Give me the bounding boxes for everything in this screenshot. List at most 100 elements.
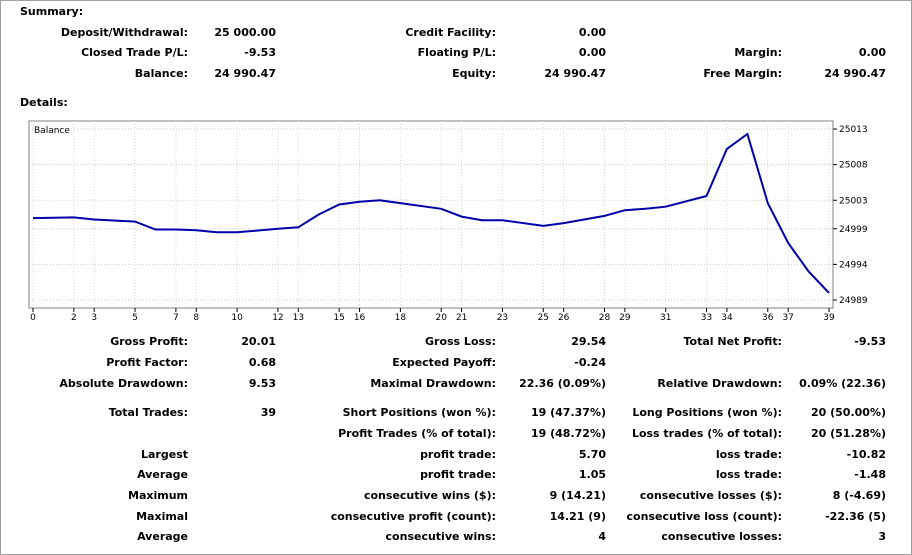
long-positions-label: Long Positions (won %): bbox=[632, 406, 782, 419]
floating-value: 0.00 bbox=[578, 46, 606, 59]
x-tick-label: 21 bbox=[456, 313, 467, 323]
largest-loss-label: loss trade: bbox=[715, 448, 782, 461]
x-tick-label: 15 bbox=[333, 313, 344, 323]
x-tick-label: 31 bbox=[660, 313, 671, 323]
average-consecutive-label: Average bbox=[137, 530, 188, 543]
balance-series-line bbox=[32, 132, 830, 294]
maximal-loss-value: -22.36 (5) bbox=[825, 510, 886, 523]
maximal-loss-label: consecutive loss (count): bbox=[626, 510, 782, 523]
margin-label: Margin: bbox=[734, 46, 782, 59]
max-cons-wins-label: consecutive wins ($): bbox=[363, 489, 496, 502]
chart-plot-area bbox=[28, 120, 834, 309]
margin-value: 0.00 bbox=[858, 46, 886, 59]
max-cons-wins-value: 9 (14.21) bbox=[549, 489, 606, 502]
summary-heading: Summary: bbox=[20, 5, 84, 18]
x-tick-label: 16 bbox=[354, 313, 366, 323]
average-label: Average bbox=[137, 468, 188, 481]
x-tick-label: 0 bbox=[30, 313, 36, 323]
y-tick-label: 25008 bbox=[839, 161, 868, 171]
x-tick-label: 34 bbox=[721, 313, 733, 323]
max-cons-losses-label: consecutive losses ($): bbox=[639, 489, 782, 502]
chart-title: Balance bbox=[34, 126, 70, 136]
average-loss-label: loss trade: bbox=[715, 468, 782, 481]
closed-pl-label: Closed Trade P/L: bbox=[81, 46, 188, 59]
loss-trades-label: Loss trades (% of total): bbox=[631, 427, 782, 440]
expected-payoff-label: Expected Payoff: bbox=[392, 356, 496, 369]
credit-value: 0.00 bbox=[578, 26, 606, 39]
loss-trades-value: 20 (51.28%) bbox=[810, 427, 886, 440]
max-cons-losses-value: 8 (-4.69) bbox=[832, 489, 886, 502]
gross-profit-value: 20.01 bbox=[241, 335, 276, 348]
maximum-label: Maximum bbox=[128, 489, 188, 502]
x-tick-label: 2 bbox=[71, 313, 77, 323]
total-trades-label: Total Trades: bbox=[108, 406, 188, 419]
details-heading: Details: bbox=[20, 96, 68, 109]
equity-label: Equity: bbox=[452, 67, 496, 80]
long-positions-value: 20 (50.00%) bbox=[810, 406, 886, 419]
x-tick-label: 12 bbox=[272, 313, 283, 323]
avg-cons-wins-value: 4 bbox=[598, 530, 606, 543]
gross-loss-label: Gross Loss: bbox=[425, 335, 496, 348]
max-drawdown-label: Maximal Drawdown: bbox=[370, 377, 496, 390]
x-tick-label: 7 bbox=[173, 313, 179, 323]
x-tick-label: 23 bbox=[497, 313, 508, 323]
y-tick-label: 24999 bbox=[839, 225, 868, 235]
average-profit-label: profit trade: bbox=[420, 468, 496, 481]
closed-pl-value: -9.53 bbox=[244, 46, 276, 59]
x-tick-label: 5 bbox=[132, 313, 138, 323]
abs-drawdown-label: Absolute Drawdown: bbox=[59, 377, 188, 390]
y-tick-label: 25003 bbox=[839, 196, 868, 206]
average-loss-value: -1.48 bbox=[854, 468, 886, 481]
rel-drawdown-value: 0.09% (22.36) bbox=[799, 377, 886, 390]
short-positions-value: 19 (47.37%) bbox=[530, 406, 606, 419]
x-tick-label: 26 bbox=[558, 313, 570, 323]
short-positions-label: Short Positions (won %): bbox=[342, 406, 496, 419]
deposit-value: 25 000.00 bbox=[214, 26, 276, 39]
maximal-profit-label: consecutive profit (count): bbox=[330, 510, 496, 523]
x-tick-label: 36 bbox=[762, 313, 774, 323]
avg-cons-wins-label: consecutive wins: bbox=[385, 530, 496, 543]
abs-drawdown-value: 9.53 bbox=[248, 377, 276, 390]
credit-label: Credit Facility: bbox=[405, 26, 496, 39]
deposit-label: Deposit/Withdrawal: bbox=[60, 26, 188, 39]
x-tick-label: 33 bbox=[701, 313, 712, 323]
x-tick-label: 28 bbox=[599, 313, 611, 323]
x-tick-label: 20 bbox=[435, 313, 447, 323]
largest-loss-value: -10.82 bbox=[846, 448, 886, 461]
profit-trades-value: 19 (48.72%) bbox=[530, 427, 606, 440]
largest-label: Largest bbox=[141, 448, 188, 461]
average-profit-value: 1.05 bbox=[578, 468, 606, 481]
x-tick-label: 37 bbox=[782, 313, 793, 323]
x-tick-label: 39 bbox=[823, 313, 835, 323]
maximal-profit-value: 14.21 (9) bbox=[549, 510, 606, 523]
x-tick-label: 8 bbox=[193, 313, 199, 323]
net-profit-value: -9.53 bbox=[854, 335, 886, 348]
largest-profit-label: profit trade: bbox=[420, 448, 496, 461]
gross-profit-label: Gross Profit: bbox=[110, 335, 188, 348]
maximal-label: Maximal bbox=[136, 510, 188, 523]
avg-cons-losses-value: 3 bbox=[878, 530, 886, 543]
net-profit-label: Total Net Profit: bbox=[683, 335, 783, 348]
balance-label: Balance: bbox=[134, 67, 188, 80]
max-drawdown-value: 22.36 (0.09%) bbox=[519, 377, 606, 390]
expected-payoff-value: -0.24 bbox=[574, 356, 606, 369]
balance-value: 24 990.47 bbox=[214, 67, 276, 80]
x-tick-label: 25 bbox=[538, 313, 549, 323]
gross-loss-value: 29.54 bbox=[571, 335, 606, 348]
x-tick-label: 10 bbox=[231, 313, 243, 323]
y-tick-label: 24994 bbox=[839, 260, 868, 270]
profit-factor-label: Profit Factor: bbox=[106, 356, 188, 369]
free-margin-label: Free Margin: bbox=[703, 67, 782, 80]
avg-cons-losses-label: consecutive losses: bbox=[661, 530, 782, 543]
y-tick-label: 25013 bbox=[839, 125, 868, 135]
rel-drawdown-label: Relative Drawdown: bbox=[657, 377, 782, 390]
x-tick-label: 13 bbox=[293, 313, 304, 323]
x-tick-label: 18 bbox=[395, 313, 407, 323]
equity-value: 24 990.47 bbox=[544, 67, 606, 80]
x-tick-label: 29 bbox=[619, 313, 631, 323]
free-margin-value: 24 990.47 bbox=[824, 67, 886, 80]
profit-trades-label: Profit Trades (% of total): bbox=[338, 427, 496, 440]
floating-label: Floating P/L: bbox=[417, 46, 496, 59]
total-trades-value: 39 bbox=[260, 406, 276, 419]
